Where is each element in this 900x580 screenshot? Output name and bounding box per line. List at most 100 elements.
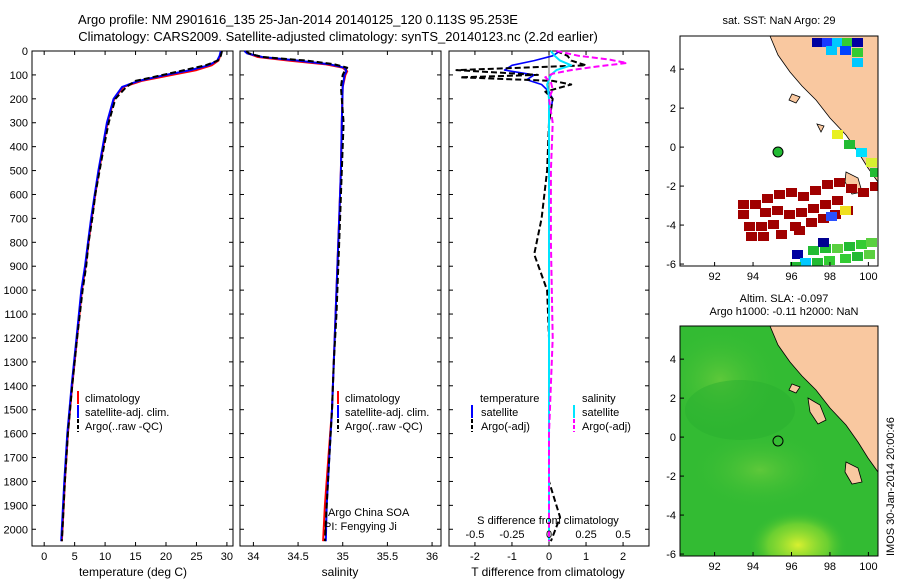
pi-name: PI: Fengying Ji (324, 521, 397, 533)
sst-cell (790, 262, 801, 266)
x-tick-label: 0 (546, 551, 552, 563)
depth-tick-label: 600 (10, 189, 28, 201)
map-y-tick-label: -6 (666, 549, 676, 561)
sst-cell (866, 238, 877, 247)
sst-cell (818, 238, 829, 247)
map-y-tick-label: 0 (670, 432, 676, 444)
depth-tick-label: 900 (10, 261, 28, 273)
x-tick-label: -1 (507, 551, 517, 563)
temperature-xlabel: temperature (deg C) (79, 565, 187, 579)
sst-cell (808, 246, 819, 255)
sst-cell (840, 206, 851, 215)
x-tick-label: 34 (247, 551, 259, 563)
sst-cell (864, 250, 875, 259)
x-tick-label: 25 (190, 551, 202, 563)
sst-cell (826, 46, 837, 55)
temperature-chart (60, 50, 223, 542)
sst-cell (840, 254, 851, 263)
map-x-tick-label: 94 (747, 271, 759, 283)
depth-tick-label: 800 (10, 237, 28, 249)
x-tick-label: -2 (470, 551, 480, 563)
map-x-tick-label: 96 (785, 561, 797, 573)
sst-cell (768, 220, 779, 229)
sla-map (680, 326, 878, 556)
sla-island (807, 397, 827, 425)
depth-tick-label: 500 (10, 166, 28, 178)
sst-map-ticks: 92 94 96 98 100 4 2 0 -2 -4 -6 (666, 64, 877, 283)
sst-map (680, 36, 878, 266)
sst-cell (870, 182, 878, 191)
legend-sal-argo-label: Argo(-adj) (582, 421, 631, 433)
x-tick-label: 15 (129, 551, 141, 563)
temperature-x-ticks: 0 5 10 15 20 25 30 (41, 51, 233, 563)
sst-cell (792, 250, 803, 259)
sla-map-title-2: Argo h1000: -0.11 h2000: NaN (709, 306, 858, 318)
sst-cell (858, 188, 869, 197)
depth-tick-label: 0 (22, 46, 28, 58)
depth-tick-label: 1200 (4, 333, 28, 345)
x-tick-label: 20 (160, 551, 172, 563)
sst-cell (824, 256, 835, 265)
difference-legend: temperature salinity satellite Argo(-adj… (471, 393, 631, 433)
legend-title-temperature: temperature (480, 393, 539, 405)
difference-chart (455, 50, 628, 546)
legend-argo-label: Argo(..raw -QC) (345, 421, 423, 433)
salinity-chart (243, 50, 349, 542)
sst-cell (776, 230, 787, 239)
map-x-tick-label: 96 (785, 271, 797, 283)
x-tick-label: 30 (221, 551, 233, 563)
map-y-tick-label: 4 (670, 64, 676, 76)
sst-cell (784, 210, 795, 219)
sst-cell (844, 242, 855, 251)
x-tick-label: 10 (99, 551, 111, 563)
series-temp-satellite-adj-clim (60, 50, 222, 542)
depth-tick-label: 1800 (4, 476, 28, 488)
sst-cell (812, 258, 823, 266)
sst-cell (820, 200, 831, 209)
sst-island (788, 93, 801, 104)
temperature-panel (31, 50, 234, 547)
series-temp-climatology (60, 50, 223, 542)
sst-cell (760, 208, 771, 217)
sst-cell (796, 208, 807, 217)
imos-timestamp: IMOS 30-Jan-2014 20:00:46 (885, 417, 897, 556)
x-tick-label: 1 (583, 551, 589, 563)
s-difference-label: S difference from climatology (477, 515, 619, 527)
sst-cell (834, 178, 845, 187)
x-tick-label: 5 (72, 551, 78, 563)
sst-cell (820, 244, 831, 253)
depth-tick-label: 1100 (4, 309, 28, 321)
sst-cell (844, 140, 855, 149)
sst-cell (852, 48, 863, 57)
legend-temp-argo-label: Argo(-adj) (481, 421, 530, 433)
depth-tick-label: 300 (10, 118, 28, 130)
sla-argo-marker (772, 435, 784, 447)
map-y-tick-label: 2 (670, 393, 676, 405)
header-title-line1: Argo profile: NM 2901616_135 25-Jan-2014… (78, 12, 518, 27)
sst-cell (798, 192, 809, 201)
sst-map-title: sat. SST: NaN Argo: 29 (722, 15, 835, 27)
sla-sumatra-land (769, 326, 878, 473)
x-tick-label: 2 (620, 551, 626, 563)
sst-sumatra-land (769, 36, 878, 183)
legend-satellite-label: satellite-adj. clim. (85, 407, 169, 419)
sla-map-frame (679, 325, 879, 557)
legend-temp-satellite-label: satellite (481, 407, 518, 419)
salinity-legend: climatology satellite-adj. clim. Argo(..… (337, 391, 429, 433)
sst-cells (738, 38, 878, 266)
sst-cell (856, 240, 867, 249)
map-y-tick-label: 0 (670, 142, 676, 154)
sst-cell (806, 218, 817, 227)
sst-cell (810, 186, 821, 195)
depth-tick-label: 700 (10, 213, 28, 225)
sst-cell (866, 158, 877, 167)
legend-climatology-label: climatology (85, 393, 141, 405)
s-tick-label: 0.25 (575, 529, 596, 541)
t-difference-xlabel: T difference from climatology (471, 565, 625, 579)
map-x-tick-label: 100 (859, 271, 877, 283)
depth-tick-label: 1000 (4, 285, 28, 297)
legend-climatology-label: climatology (345, 393, 401, 405)
sst-cell (812, 38, 823, 47)
x-tick-label: 36 (426, 551, 438, 563)
sst-cell (832, 38, 843, 47)
